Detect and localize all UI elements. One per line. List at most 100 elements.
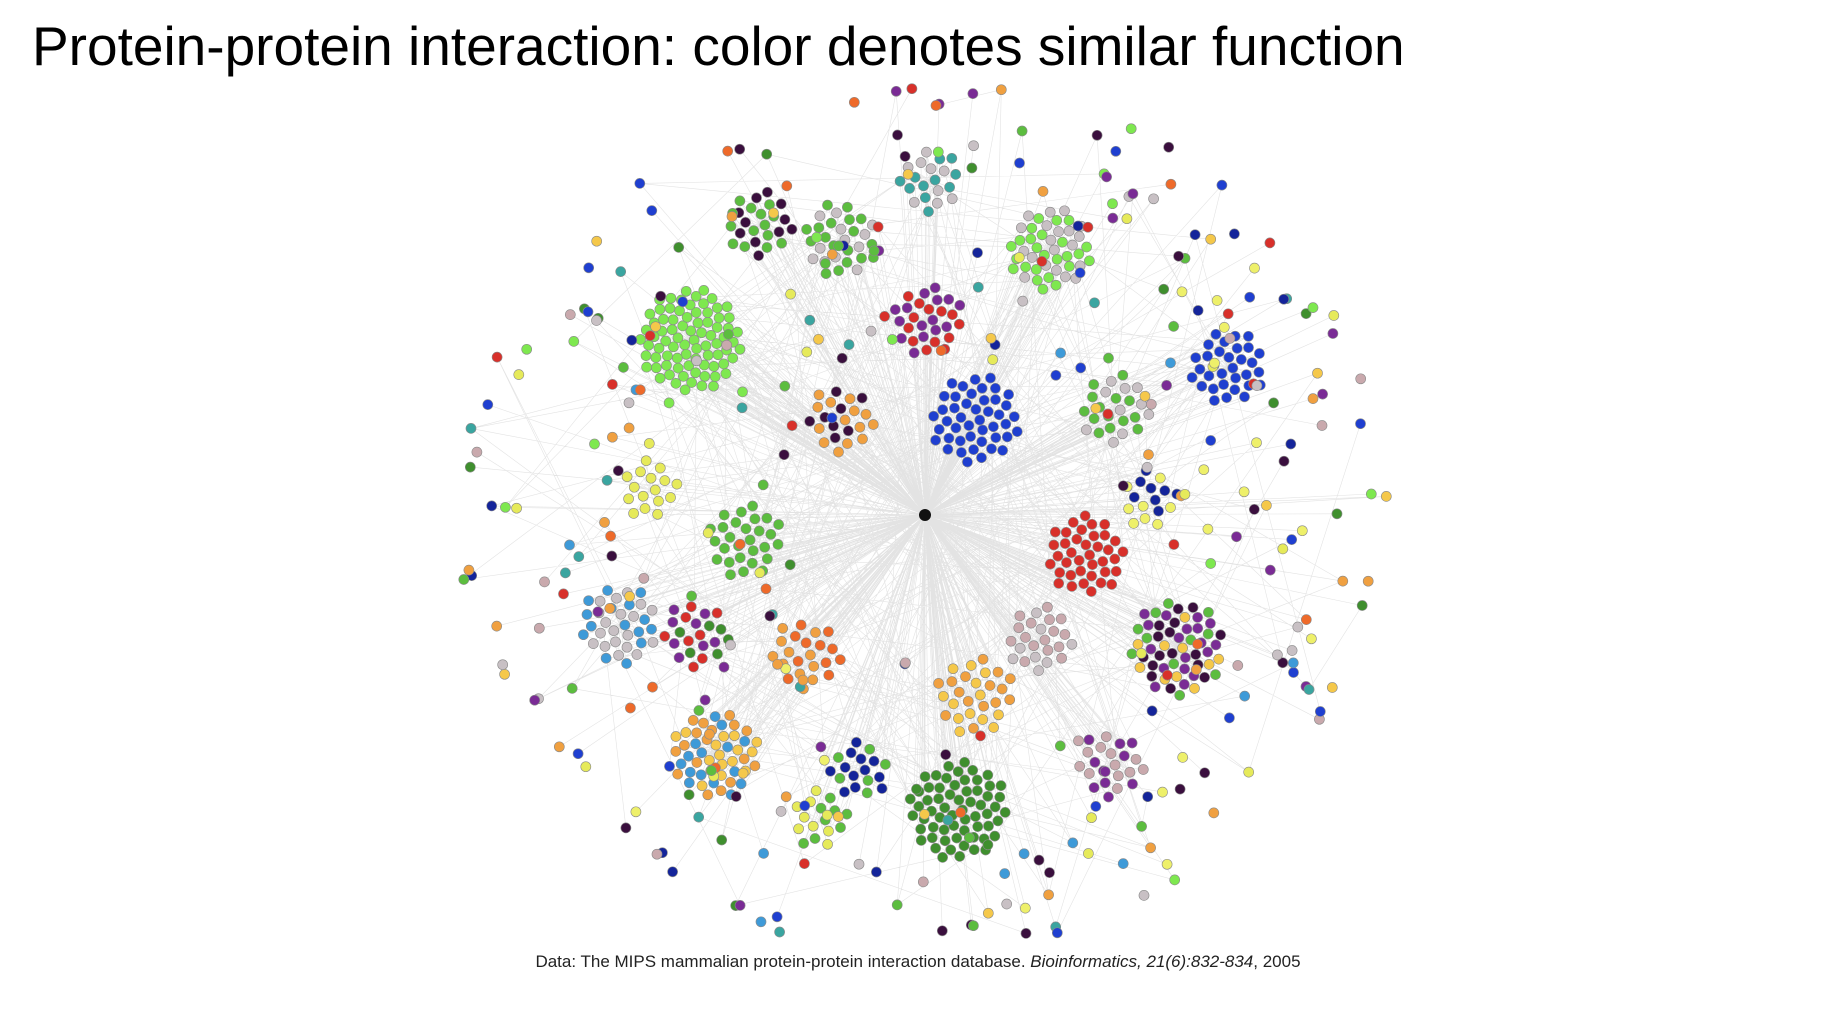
protein-node bbox=[686, 377, 697, 388]
protein-node bbox=[1051, 215, 1063, 226]
protein-node bbox=[1181, 623, 1193, 635]
protein-node bbox=[684, 647, 696, 659]
protein-node bbox=[1202, 523, 1214, 535]
protein-node bbox=[999, 868, 1011, 879]
protein-node bbox=[997, 445, 1008, 456]
protein-node bbox=[672, 768, 684, 780]
protein-node bbox=[971, 774, 983, 786]
protein-node bbox=[1119, 383, 1131, 394]
protein-node bbox=[638, 572, 650, 584]
protein-node bbox=[976, 452, 987, 464]
protein-node bbox=[1208, 807, 1220, 819]
protein-node bbox=[709, 711, 721, 722]
protein-node bbox=[716, 834, 728, 846]
protein-node bbox=[1317, 388, 1328, 400]
protein-node bbox=[849, 782, 861, 793]
protein-node bbox=[511, 502, 522, 514]
protein-node bbox=[963, 832, 975, 844]
protein-node bbox=[1213, 653, 1225, 665]
protein-node bbox=[667, 314, 679, 326]
protein-node bbox=[976, 436, 988, 448]
protein-node bbox=[664, 302, 676, 314]
protein-node bbox=[1014, 610, 1026, 622]
protein-node bbox=[932, 185, 944, 196]
protein-node bbox=[1101, 171, 1112, 183]
protein-node bbox=[710, 739, 722, 751]
caption-prefix: Data: The MIPS mammalian protein-protein… bbox=[535, 952, 1031, 971]
protein-node bbox=[919, 808, 930, 820]
protein-node bbox=[1095, 742, 1107, 753]
protein-node bbox=[1243, 330, 1254, 342]
protein-node bbox=[1278, 293, 1290, 305]
protein-node bbox=[1244, 291, 1256, 303]
protein-node bbox=[660, 335, 672, 347]
protein-node bbox=[775, 198, 787, 210]
protein-node bbox=[964, 708, 976, 719]
protein-node bbox=[972, 247, 983, 259]
protein-node bbox=[954, 726, 966, 737]
protein-node bbox=[1074, 267, 1086, 279]
protein-node bbox=[1159, 485, 1171, 496]
protein-node bbox=[1165, 178, 1177, 190]
protein-node bbox=[640, 455, 652, 467]
protein-node bbox=[1224, 333, 1236, 344]
protein-node bbox=[977, 424, 988, 436]
protein-node bbox=[1018, 848, 1030, 860]
protein-node bbox=[834, 654, 846, 666]
protein-node bbox=[758, 848, 769, 859]
protein-node bbox=[1127, 188, 1139, 200]
protein-node bbox=[724, 709, 736, 721]
protein-node bbox=[1264, 237, 1276, 249]
protein-node bbox=[499, 668, 510, 680]
protein-node bbox=[925, 163, 937, 175]
protein-node bbox=[668, 638, 680, 649]
protein-node bbox=[962, 695, 974, 707]
protein-node bbox=[672, 362, 684, 374]
protein-node bbox=[983, 820, 994, 832]
protein-node bbox=[782, 673, 794, 685]
protein-node bbox=[582, 306, 594, 318]
protein-node bbox=[1099, 566, 1111, 578]
protein-node bbox=[1014, 157, 1025, 169]
protein-node bbox=[500, 501, 511, 513]
protein-node bbox=[1049, 526, 1061, 538]
protein-node bbox=[635, 637, 647, 649]
protein-node bbox=[915, 835, 927, 846]
protein-node bbox=[1064, 261, 1075, 272]
protein-node bbox=[845, 747, 857, 759]
protein-node bbox=[789, 630, 801, 642]
protein-node bbox=[1075, 565, 1087, 577]
protein-node bbox=[1159, 640, 1170, 651]
protein-node bbox=[1019, 656, 1031, 667]
protein-node bbox=[658, 314, 669, 325]
protein-node bbox=[697, 640, 709, 652]
protein-node bbox=[783, 646, 795, 658]
protein-node bbox=[1048, 625, 1060, 637]
protein-node bbox=[1050, 279, 1062, 291]
protein-node bbox=[889, 304, 901, 315]
protein-node bbox=[984, 780, 996, 792]
protein-node bbox=[696, 747, 708, 759]
protein-node bbox=[987, 354, 999, 365]
protein-node bbox=[1061, 250, 1073, 262]
protein-node bbox=[1044, 614, 1055, 625]
protein-node bbox=[999, 807, 1011, 818]
protein-node bbox=[712, 648, 723, 660]
protein-node bbox=[703, 754, 715, 766]
protein-node bbox=[776, 237, 787, 249]
protein-node bbox=[894, 175, 906, 187]
protein-node bbox=[917, 876, 929, 888]
protein-node bbox=[1008, 411, 1020, 423]
protein-node bbox=[620, 822, 632, 834]
protein-node bbox=[980, 667, 991, 679]
protein-node bbox=[968, 444, 979, 455]
protein-node bbox=[712, 349, 724, 361]
protein-node bbox=[1174, 783, 1186, 795]
protein-node bbox=[1163, 141, 1175, 153]
protein-node bbox=[1149, 494, 1161, 506]
hub-protein-node bbox=[919, 509, 931, 521]
protein-node bbox=[1075, 362, 1087, 374]
protein-node bbox=[1355, 373, 1367, 385]
protein-node bbox=[933, 424, 945, 435]
protein-node bbox=[824, 792, 836, 804]
